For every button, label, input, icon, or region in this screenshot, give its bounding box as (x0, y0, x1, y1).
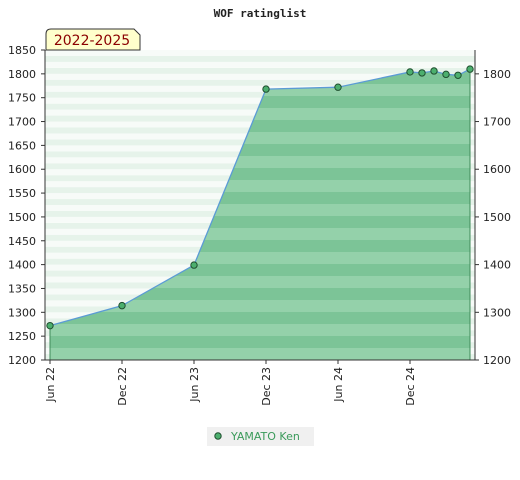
legend-marker (214, 432, 222, 440)
data-point (190, 261, 198, 269)
background-band (45, 91, 475, 98)
y-tick-label-left: 1750 (8, 92, 36, 105)
axes: 1200 1250 1300 1350 1400 1450 1500 1550 1600 1650… (8, 44, 511, 406)
data-point (442, 70, 450, 79)
data-point (454, 71, 462, 79)
x-tick-label: Jun 22 (44, 367, 57, 403)
data-point (262, 85, 270, 93)
data-point (430, 67, 438, 75)
y-tick-label-left: 1300 (8, 306, 36, 319)
y-tick-label-right: 1600 (483, 163, 511, 176)
background-band (45, 50, 475, 56)
data-point (118, 301, 126, 310)
legend-label: YAMATO Ken (230, 430, 300, 443)
background-band (45, 61, 475, 68)
y-tick-label-left: 1250 (8, 330, 36, 343)
y-tick-label-left: 1550 (8, 187, 36, 200)
background-band (45, 79, 475, 86)
background-band (45, 73, 475, 80)
y-tick-label-left: 1350 (8, 282, 36, 295)
chart-title: WOF ratinglist (214, 7, 307, 20)
y-tick-label-right: 1300 (483, 306, 511, 319)
legend: YAMATO Ken (207, 427, 314, 446)
y-tick-label-right: 1500 (483, 211, 511, 224)
background-band (45, 97, 475, 104)
data-markers (46, 65, 474, 330)
data-point (406, 68, 414, 76)
legend-box (207, 427, 314, 446)
data-point (466, 65, 474, 73)
data-point (418, 69, 426, 77)
y-tick-label-left: 1400 (8, 259, 36, 272)
y-tick-label-left: 1650 (8, 139, 36, 152)
background-band (45, 67, 475, 74)
period-badge-box (45, 28, 141, 51)
y-tick-label-left: 1450 (8, 235, 36, 248)
y-tick-label-left: 1500 (8, 211, 36, 224)
background-band (45, 85, 475, 92)
x-tick-label: Jun 23 (188, 367, 201, 403)
y-tick-label-right: 1200 (483, 354, 511, 367)
y-tick-label-left: 1600 (8, 163, 36, 176)
y-tick-label-left: 1200 (8, 354, 36, 367)
data-point (46, 321, 54, 330)
y-tick-label-right: 1700 (483, 116, 511, 129)
y-tick-label-right: 1800 (483, 68, 511, 81)
background-band (45, 55, 475, 62)
x-tick-label: Dec 22 (116, 367, 129, 406)
x-tick-label: Jun 24 (332, 367, 345, 403)
y-tick-label-left: 1700 (8, 116, 36, 129)
y-tick-label-left: 1850 (8, 44, 36, 57)
period-badge-label: 2022-2025 (54, 33, 130, 49)
period-badge: 2022-2025 (45, 28, 141, 51)
y-tick-label-left: 1800 (8, 68, 36, 81)
x-tick-label: Dec 23 (260, 367, 273, 406)
data-point (334, 83, 342, 91)
y-tick-label-right: 1400 (483, 259, 511, 272)
x-tick-label: Dec 24 (404, 367, 417, 406)
